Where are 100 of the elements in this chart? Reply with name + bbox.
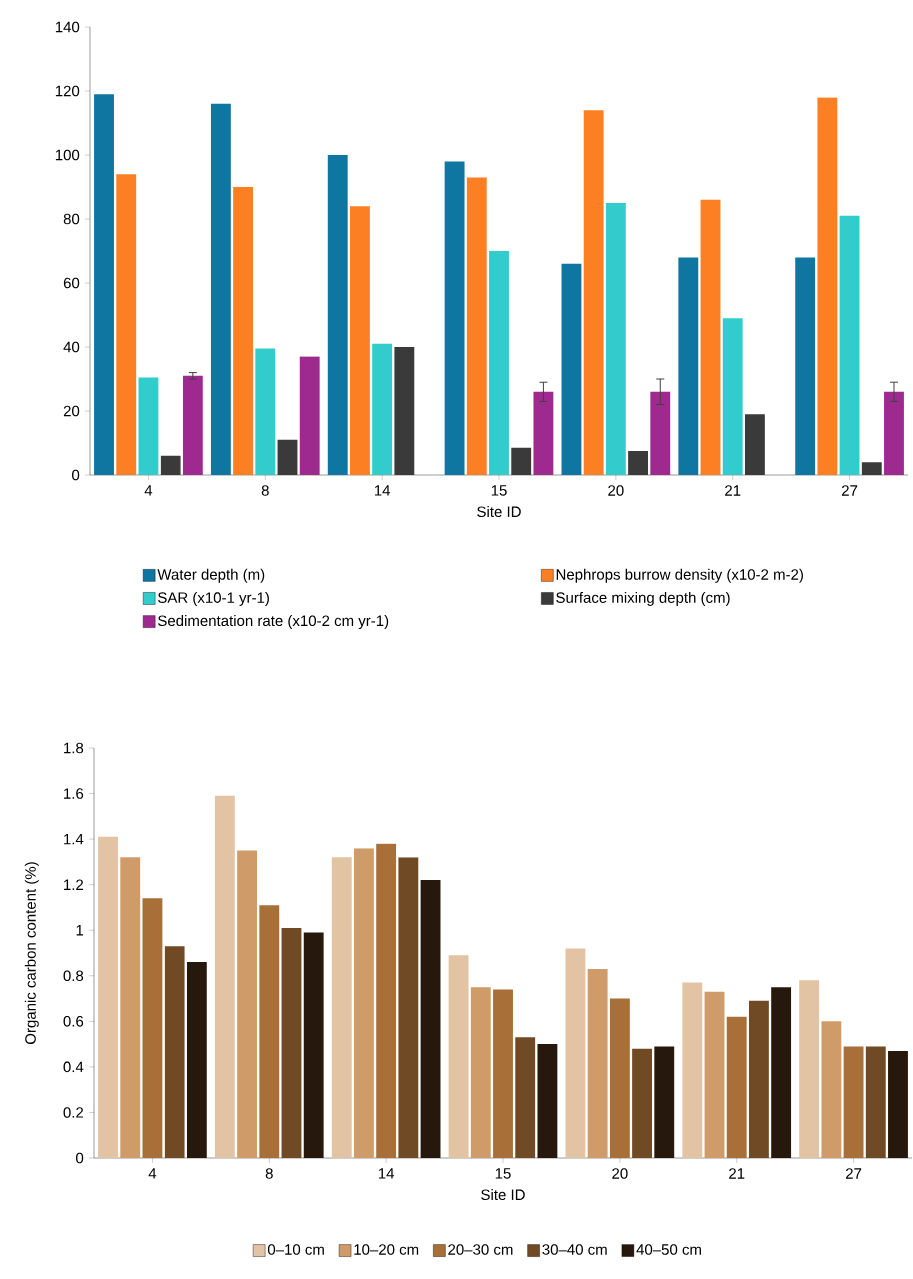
bar: [865, 1046, 886, 1159]
bar: [120, 857, 141, 1159]
x-tick-label: 4: [144, 485, 153, 496]
bar: [744, 414, 765, 476]
bar: [444, 161, 465, 476]
bar: [299, 356, 320, 476]
bar: [214, 795, 235, 1159]
bar: [511, 447, 532, 476]
legend-label: Nephrops burrow density (x10-2 m-2): [556, 568, 803, 583]
bar: [372, 343, 393, 476]
legend-label: Water depth (m): [157, 568, 265, 583]
x-tick-label: 8: [265, 1168, 273, 1179]
y-tick-label: 0.4: [63, 1061, 84, 1073]
bar: [704, 991, 725, 1159]
y-tick-label: 0: [76, 1152, 84, 1164]
x-tick-label: 27: [841, 485, 858, 496]
legend-label: 30–40 cm: [542, 1244, 607, 1255]
bar: [583, 110, 604, 476]
bar: [628, 451, 648, 476]
bar: [354, 848, 374, 1159]
legend-label: 0–10 cm: [267, 1244, 324, 1255]
y-tick-label: 20: [63, 405, 80, 417]
bar: [448, 955, 469, 1159]
bar: [565, 948, 586, 1159]
bar: [210, 103, 231, 476]
x-tick-label: 14: [378, 1168, 395, 1179]
y-tick-label: 100: [55, 149, 80, 161]
bar: [182, 375, 203, 476]
y-tick-label: 80: [63, 213, 80, 225]
bar: [233, 187, 254, 476]
legend-label: Sedimentation rate (x10-2 cm yr-1): [158, 615, 389, 630]
bar: [795, 257, 816, 476]
legend-label: 40–50 cm: [636, 1244, 701, 1255]
bar: [259, 905, 280, 1159]
bar: [884, 391, 904, 476]
y-axis-title: Organic carbon content (%): [24, 862, 39, 1045]
bar: [561, 263, 582, 476]
y-tick-label: 140: [55, 21, 80, 33]
x-tick-label: 4: [148, 1168, 157, 1179]
bar: [700, 199, 721, 476]
x-tick-label: 27: [845, 1168, 862, 1179]
bar: [748, 1000, 769, 1159]
y-tick-label: 60: [63, 277, 80, 289]
y-tick-label: 0.2: [63, 1107, 84, 1118]
bar: [277, 439, 298, 476]
y-tick-label: 1.4: [64, 833, 84, 845]
bar: [726, 1016, 747, 1159]
x-tick-label: 8: [261, 485, 269, 496]
bar: [98, 836, 118, 1159]
x-tick-label: 21: [729, 1168, 745, 1179]
bar: [350, 206, 370, 476]
bar: [650, 391, 671, 476]
bar: [94, 94, 114, 476]
bar: [489, 251, 509, 476]
bar: [682, 982, 703, 1159]
bar: [327, 155, 348, 476]
bar: [839, 215, 860, 476]
bar: [605, 203, 626, 476]
x-axis-title: Site ID: [477, 506, 521, 518]
bar: [160, 455, 181, 476]
y-tick-label: 1.8: [64, 742, 84, 754]
bar: [843, 1046, 864, 1159]
bar: [654, 1046, 675, 1159]
bar: [376, 843, 397, 1159]
y-tick-label: 0.6: [63, 1016, 84, 1027]
x-axis-title: Site ID: [481, 1189, 525, 1201]
bar: [537, 1044, 558, 1159]
bar: [420, 880, 441, 1159]
bar: [609, 998, 630, 1159]
bar: [164, 946, 185, 1159]
bar: [255, 348, 276, 476]
y-tick-label: 40: [63, 341, 80, 353]
bar: [237, 850, 258, 1159]
legend-label: SAR (x10-1 yr-1): [158, 591, 269, 606]
bar: [888, 1050, 908, 1159]
y-tick-label: 120: [55, 85, 80, 97]
bar: [821, 1021, 842, 1159]
x-tick-label: 20: [608, 485, 624, 496]
y-tick-label: 0.8: [63, 970, 84, 982]
y-tick-label: 0: [72, 469, 80, 481]
legend-label: 10–20 cm: [354, 1244, 419, 1255]
bar: [186, 962, 207, 1159]
bar: [116, 174, 137, 476]
bar: [466, 177, 487, 476]
x-tick-label: 14: [374, 485, 391, 496]
y-tick-label: 1.2: [64, 879, 84, 890]
bar: [587, 968, 608, 1159]
bar: [771, 987, 792, 1159]
bar: [281, 927, 302, 1159]
bar: [470, 987, 491, 1159]
bar: [799, 980, 820, 1159]
legend-label: 20–30 cm: [448, 1244, 513, 1255]
x-tick-label: 15: [491, 485, 507, 496]
x-tick-label: 15: [495, 1168, 511, 1179]
bar: [331, 857, 352, 1159]
bar: [678, 257, 699, 476]
bar: [515, 1037, 536, 1159]
bar: [722, 318, 743, 476]
bar: [632, 1048, 652, 1159]
bar: [303, 932, 324, 1159]
